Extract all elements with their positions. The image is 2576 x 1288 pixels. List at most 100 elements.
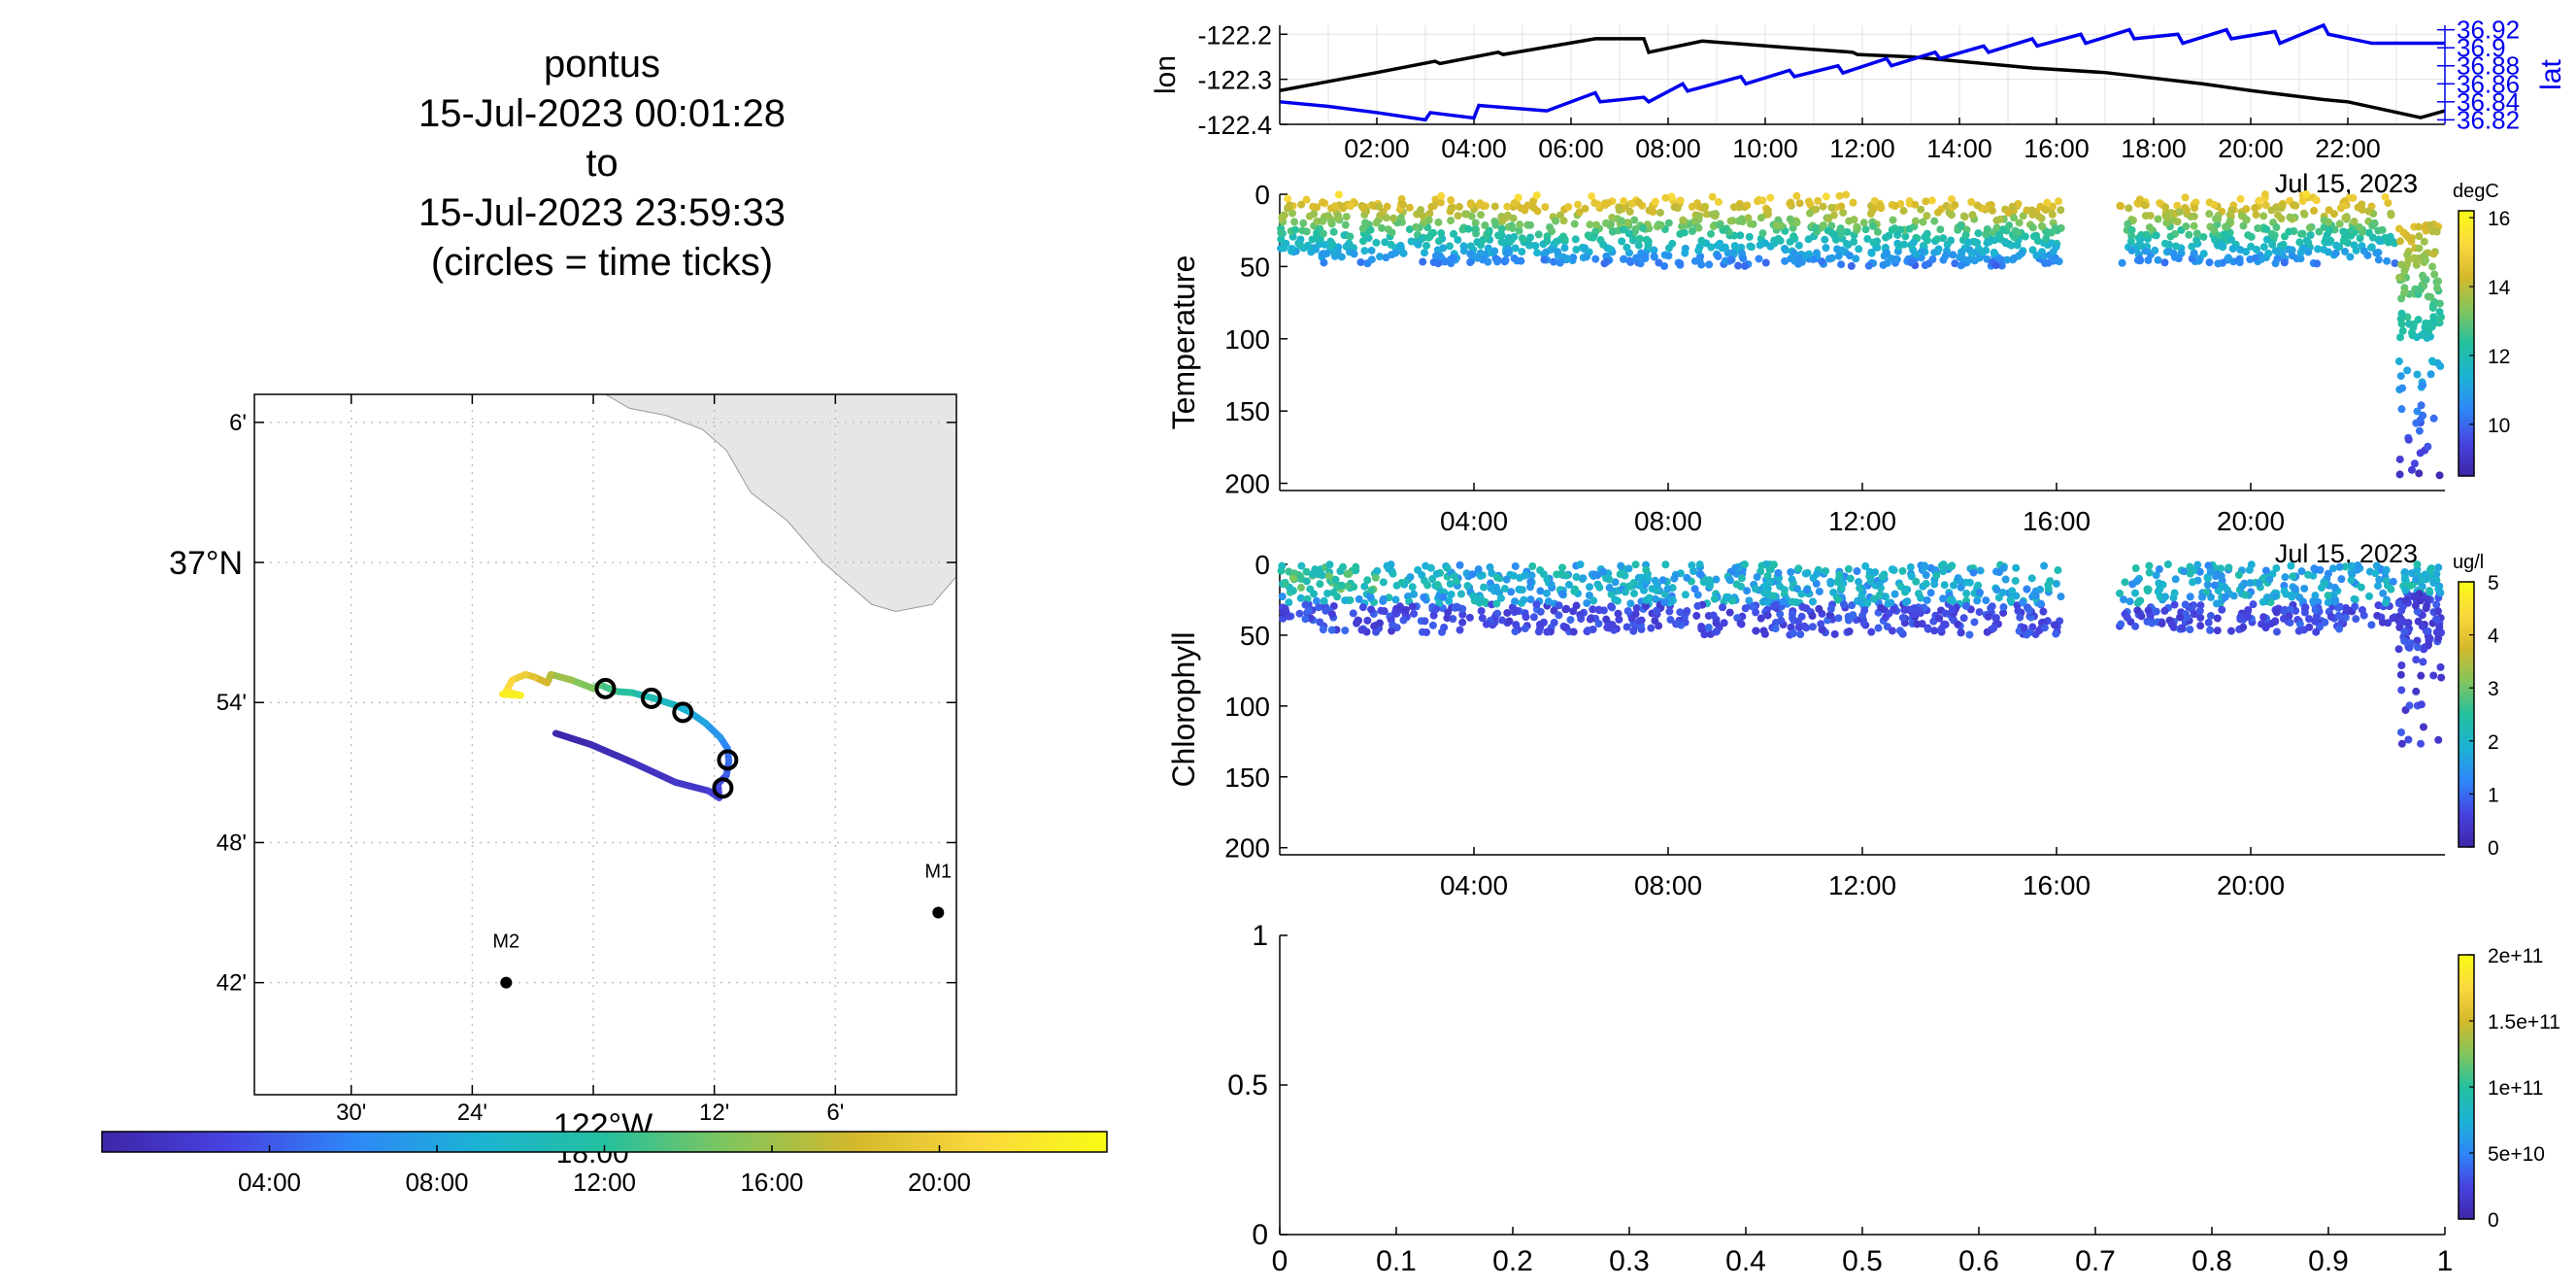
chl-data-point [2400,573,2409,582]
temp-data-point [2329,210,2338,219]
chl-data-point [1532,600,1541,609]
chl-data-point [1354,616,1362,625]
temp-data-point [2127,246,2136,254]
chl-data-point [1594,620,1603,628]
chl-data-point [1341,596,1350,605]
chl-data-point [2006,595,2015,604]
temp-data-point [2260,190,2269,199]
temp-data-point [2296,254,2305,263]
temp-data-point [1934,208,1943,217]
chl-data-point [1647,624,1656,632]
temp-data-point [2403,366,2412,375]
chl-data-point [1898,566,1907,575]
chl-data-point [2196,613,2205,622]
temp-data-point [1455,202,1464,211]
temp-data-point [1705,260,1714,269]
chl-data-point [1306,585,1315,593]
chl-data-point [1511,627,1520,636]
lat-series-line [1279,22,2445,122]
temp-data-point [2313,259,2322,268]
chl-data-point [1555,611,1563,620]
chl-data-point [1410,609,1419,618]
chl-data-point [1752,627,1760,635]
temp-data-point [1454,212,1462,220]
chl-data-point [1813,569,1822,578]
chl-data-point [2133,598,2142,607]
temp-data-point [1320,250,1328,258]
chl-data-point [2425,587,2434,595]
chl-data-point [1367,586,1376,594]
temp-data-point [1499,238,1508,247]
temp-data-point [1367,246,1376,254]
temp-data-point [1398,200,1407,209]
chl-data-point [2019,598,2027,607]
chl-data-point [1930,580,1939,589]
chl-data-point [1817,620,1825,628]
temp-data-point [1510,254,1519,262]
chl-data-point [2189,578,2197,587]
chl-data-point [1939,567,1948,576]
temp-data-point [1676,196,1685,205]
chl-colorbar-tick-label: 2 [2488,731,2499,754]
chl-data-point [1492,599,1501,608]
chl-data-point [1725,608,1734,617]
temp-data-point [1970,256,1979,265]
temp-data-point [2395,470,2404,479]
chl-data-point [2436,662,2445,671]
temp-data-point [2295,238,2304,247]
temp-data-point [2429,317,2438,325]
temp-data-point [1957,222,1965,231]
temp-data-point [1821,235,1829,244]
chl-colorbar [2458,581,2475,848]
chl-data-point [1774,568,1783,577]
map-x-tick-label: 6' [826,1100,844,1126]
chl-data-point [1855,578,1863,587]
glider-track-segment [568,676,597,693]
temp-data-point [2315,227,2324,236]
chl-data-point [1769,602,1778,611]
chl-data-point [1954,620,1962,628]
chl-data-point [2212,599,2221,608]
position-ylabel-left: lon [1150,55,1182,94]
chl-data-point [2434,634,2443,643]
chl-data-point [1635,581,1644,590]
chl-data-point [2243,613,2252,622]
chl-data-point [2412,687,2421,695]
temp-data-point [1375,202,1384,211]
chl-data-point [2289,572,2297,581]
temp-data-point [2331,249,2340,257]
temp-data-point [1721,225,1729,234]
temp-data-point [1562,254,1571,263]
temp-data-point [1490,202,1499,211]
temp-data-point [2166,232,2175,241]
temp-data-point [2378,225,2387,234]
chl-data-point [1288,587,1297,595]
chl-data-point [1748,602,1756,611]
chl-data-point [1822,566,1830,575]
chl-data-point [1500,585,1509,593]
chl-x-tick-label: 20:00 [2217,870,2285,900]
chl-data-point [1898,614,1907,623]
chl-data-point [1493,609,1502,618]
chl-data-point [1845,627,1854,635]
chl-data-point [1720,619,1728,627]
chl-data-point [1982,596,1991,605]
temp-data-point [1694,223,1703,232]
chl-data-point [2305,615,2314,624]
chl-data-point [1939,560,1948,569]
temp-data-point [1756,214,1765,222]
temp-data-point [1601,201,1610,210]
temp-data-point [2124,220,2132,228]
chl-data-point [1688,560,1696,569]
chl-data-point [1505,617,1514,626]
temp-data-point [2194,256,2203,265]
chl-data-point [1948,561,1957,570]
chl-data-point [2120,595,2128,604]
colorbar-tick-label: 20:00 [908,1168,971,1197]
temp-data-point [1688,202,1696,211]
chl-data-point [1420,576,1428,585]
chl-data-point [2397,606,2406,615]
chl-data-point [1502,575,1511,584]
temp-data-point [1302,195,1311,204]
time-tick-circle [594,677,617,699]
